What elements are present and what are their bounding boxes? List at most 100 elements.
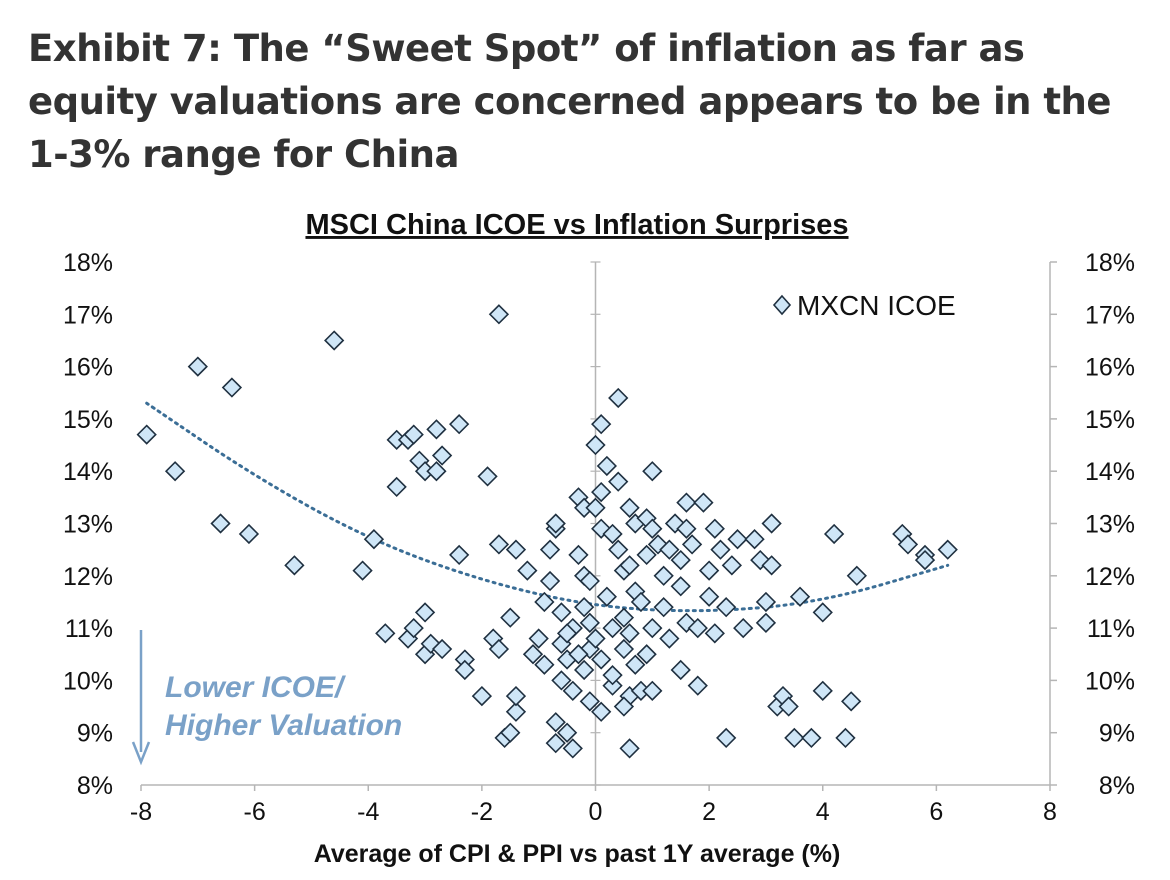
data-point <box>488 304 510 325</box>
data-point <box>545 733 566 754</box>
data-point <box>716 597 737 618</box>
data-point <box>426 419 447 440</box>
y-tick-label-left: 12% <box>63 563 113 591</box>
trendline <box>145 401 950 613</box>
data-point <box>761 513 782 534</box>
y-tick-label-right: 16% <box>1085 354 1135 382</box>
data-point <box>812 602 833 623</box>
data-point <box>619 623 640 644</box>
data-point <box>591 413 612 435</box>
x-tick-label: 0 <box>589 798 603 826</box>
data-point <box>136 424 157 445</box>
data-point <box>238 523 260 545</box>
legend-label: MXCN ICOE <box>797 290 956 321</box>
data-point <box>642 518 663 539</box>
y-tick-label-right: 14% <box>1085 458 1135 486</box>
data-point <box>761 555 782 576</box>
data-point <box>653 565 674 586</box>
data-point <box>596 455 617 477</box>
x-tick-label: 2 <box>702 798 716 826</box>
data-point <box>698 560 720 581</box>
data-point <box>755 591 777 613</box>
data-point <box>659 539 680 560</box>
data-point <box>528 628 549 649</box>
data-point <box>324 330 345 351</box>
data-point <box>505 685 527 707</box>
x-axis-label: Average of CPI & PPI vs past 1Y average … <box>314 840 841 868</box>
data-point <box>568 644 589 665</box>
data-point <box>681 534 703 555</box>
data-point <box>454 659 475 681</box>
data-point <box>579 570 600 592</box>
data-point <box>687 617 708 639</box>
data-point <box>653 597 674 618</box>
data-point <box>522 644 544 665</box>
data-point <box>710 539 731 560</box>
data-point <box>744 529 765 550</box>
y-tick-label-left: 13% <box>63 511 113 539</box>
data-point <box>591 481 612 503</box>
data-point <box>579 691 600 712</box>
data-point <box>449 544 470 566</box>
data-point <box>823 523 845 545</box>
data-point <box>636 644 657 665</box>
chart-title: MSCI China ICOE vs Inflation Surprises <box>305 209 848 241</box>
data-point <box>562 680 583 701</box>
data-point <box>721 555 742 576</box>
x-tick-label: 8 <box>1043 798 1057 826</box>
data-point <box>676 518 697 539</box>
data-point <box>574 659 595 681</box>
data-point <box>574 597 595 618</box>
data-point <box>687 675 708 696</box>
data-point <box>488 534 510 555</box>
data-point <box>801 727 822 749</box>
data-point <box>551 602 572 623</box>
data-point <box>897 534 919 555</box>
data-point <box>630 591 652 613</box>
x-tick-label: -8 <box>130 798 152 826</box>
data-point <box>636 544 657 566</box>
data-point <box>545 712 566 733</box>
exhibit-title: Exhibit 7: The “Sweet Spot” of inflation… <box>28 27 1112 176</box>
data-point <box>545 513 566 534</box>
data-point <box>591 701 612 722</box>
data-point <box>619 555 640 576</box>
data-point <box>602 523 623 545</box>
data-point <box>585 628 606 649</box>
data-point <box>914 549 936 571</box>
data-point <box>431 638 453 660</box>
data-point <box>784 727 805 749</box>
data-point <box>596 586 617 607</box>
annotation-line-1: Lower ICOE/ <box>165 671 346 704</box>
y-tick-label-left: 11% <box>65 615 113 643</box>
y-tick-label-right: 15% <box>1085 406 1135 434</box>
data-point <box>517 560 538 581</box>
data-point <box>426 461 447 482</box>
data-point <box>835 727 856 749</box>
legend: MXCN ICOE <box>772 290 956 321</box>
data-point <box>363 529 385 550</box>
data-point <box>505 539 527 560</box>
x-tick-label: -2 <box>471 798 493 826</box>
y-tick-label-right: 17% <box>1085 301 1135 329</box>
data-point <box>602 617 623 639</box>
data-point <box>210 513 231 534</box>
y-tick-label-right: 10% <box>1085 667 1135 695</box>
y-tick-label-right: 12% <box>1085 563 1135 591</box>
data-point <box>937 539 958 560</box>
data-point <box>562 738 583 759</box>
data-point <box>585 497 606 518</box>
data-point <box>613 638 635 660</box>
y-tick-label-left: 16% <box>63 354 113 382</box>
data-point <box>619 497 640 518</box>
data-point <box>647 534 669 555</box>
legend-marker <box>772 294 792 316</box>
data-point <box>698 586 720 607</box>
data-point <box>534 654 555 675</box>
data-point <box>568 544 589 566</box>
tick-labels: -8 -6 -4 -2 0 2 4 6 8 8% 8% 9% 9% 10% 10% 11% 11% 12% 12% 1… <box>63 249 1135 826</box>
data-point <box>477 466 498 487</box>
data-point <box>500 607 521 628</box>
y-tick-label-right: 11% <box>1087 615 1135 643</box>
data-point <box>846 565 867 586</box>
